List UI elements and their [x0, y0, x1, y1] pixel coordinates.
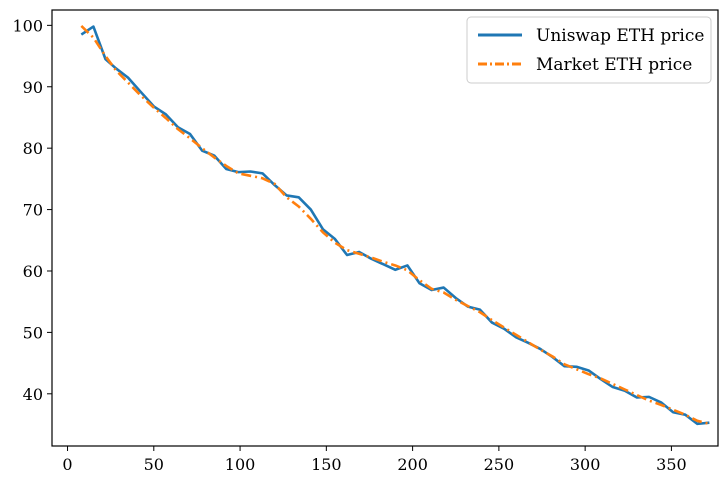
series-line-market	[80, 25, 710, 426]
y-axis: 40 50 60 70 80 90 100	[12, 16, 52, 404]
x-tick-label: 0	[62, 455, 72, 474]
y-tick-label: 80	[23, 139, 43, 158]
legend-label-uniswap: Uniswap ETH price	[536, 26, 704, 46]
x-tick-label: 150	[311, 455, 342, 474]
x-tick-label: 300	[570, 455, 601, 474]
plot-frame	[51, 9, 719, 447]
y-tick-label: 60	[23, 262, 43, 281]
series-layer	[80, 25, 710, 426]
legend-box	[466, 16, 712, 84]
x-tick-label: 350	[656, 455, 687, 474]
y-tick-label: 90	[23, 78, 43, 97]
legend: Uniswap ETH price Market ETH price	[466, 16, 712, 84]
x-tick-label: 200	[397, 455, 428, 474]
x-axis: 0 50 100 150 200 250 300 350	[62, 446, 687, 474]
y-tick-label: 100	[12, 16, 43, 35]
legend-label-market: Market ETH price	[536, 55, 692, 75]
x-tick-label: 100	[225, 455, 256, 474]
y-tick-label: 40	[23, 385, 43, 404]
y-tick-label: 70	[23, 201, 43, 220]
series-line-uniswap	[80, 25, 710, 426]
x-tick-label: 50	[144, 455, 164, 474]
x-tick-label: 250	[484, 455, 515, 474]
y-tick-label: 50	[23, 323, 43, 342]
